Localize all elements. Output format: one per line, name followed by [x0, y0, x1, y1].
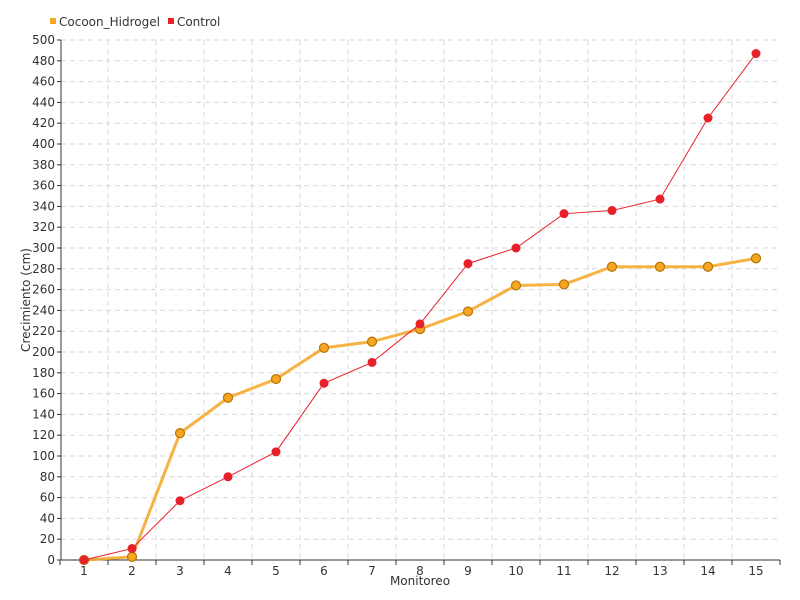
data-point: [127, 544, 137, 554]
y-tick-label: 460: [32, 75, 55, 89]
grid: [61, 39, 780, 560]
data-point: [318, 342, 330, 353]
y-tick-label: 440: [32, 95, 55, 109]
y-tick-label: 140: [32, 407, 55, 421]
y-tick-label: 160: [32, 387, 55, 401]
data-point: [271, 447, 281, 457]
data-point: [366, 336, 378, 347]
x-tick-label: 4: [224, 564, 232, 578]
data-point: [174, 428, 186, 439]
y-tick-label: 20: [40, 532, 55, 546]
data-point: [270, 373, 282, 385]
data-point: [750, 253, 762, 264]
x-tick-label: 13: [652, 564, 667, 578]
series: [78, 49, 762, 566]
y-tick-label: 320: [32, 220, 55, 234]
y-tick-label: 180: [32, 366, 55, 380]
series-line: [83, 53, 757, 561]
x-tick-label: 3: [176, 564, 184, 578]
data-point: [655, 194, 665, 204]
data-point: [606, 261, 618, 272]
y-tick-label: 200: [32, 345, 55, 359]
y-tick-label: 240: [32, 303, 55, 317]
data-point: [654, 261, 666, 272]
y-tick-label: 100: [32, 449, 55, 463]
y-tick-label: 280: [32, 262, 55, 276]
y-tick-label: 380: [32, 158, 55, 172]
x-tick-label: 7: [368, 564, 376, 578]
y-tick-label: 120: [32, 428, 55, 442]
y-tick-label: 400: [32, 137, 55, 151]
data-point: [703, 113, 713, 123]
data-point: [511, 243, 521, 253]
y-tick-label: 260: [32, 283, 55, 297]
data-point: [79, 555, 89, 565]
x-tick-label: 15: [748, 564, 763, 578]
y-tick-label: 420: [32, 116, 55, 130]
axes: 0 20 40 60 80 100 120 140 160 180 200 220 240 260 280 3…: [32, 33, 781, 578]
data-point: [462, 306, 474, 317]
legend-label: Control: [177, 15, 220, 29]
data-point: [463, 259, 473, 269]
legend-swatch: [167, 18, 174, 24]
legend: Cocoon_Hidrogel Control: [50, 15, 220, 29]
y-tick-label: 60: [40, 491, 55, 505]
legend-label: Cocoon_Hidrogel: [59, 15, 160, 29]
y-tick-label: 0: [47, 553, 55, 567]
series-line: [83, 256, 757, 562]
data-point: [222, 392, 234, 403]
x-tick-label: 14: [700, 564, 715, 578]
data-point: [367, 357, 377, 367]
legend-item: Control: [167, 15, 220, 29]
x-tick-label: 8: [416, 564, 424, 578]
data-point: [415, 319, 425, 329]
x-tick-label: 2: [128, 564, 136, 578]
data-point: [751, 49, 761, 59]
data-point: [223, 472, 233, 482]
x-tick-label: 6: [320, 564, 328, 578]
legend-swatch: [50, 18, 56, 24]
x-tick-label: 12: [604, 564, 619, 578]
x-tick-label: 5: [272, 564, 280, 578]
y-tick-label: 300: [32, 241, 55, 255]
y-tick-label: 360: [32, 179, 55, 193]
data-point: [510, 280, 522, 291]
y-axis-title: Crecimiento (cm): [19, 248, 33, 352]
data-point: [559, 209, 569, 219]
y-tick-label: 480: [32, 54, 55, 68]
x-axis-title: Monitoreo: [390, 574, 450, 588]
y-tick-label: 80: [40, 470, 55, 484]
data-point: [607, 206, 617, 216]
y-tick-label: 500: [32, 33, 55, 47]
y-tick-label: 340: [32, 199, 55, 213]
x-tick-label: 10: [508, 564, 523, 578]
series-control: [79, 49, 761, 565]
x-tick-label: 9: [464, 564, 472, 578]
data-point: [175, 496, 185, 506]
x-tick-label: 1: [80, 564, 88, 578]
data-point: [558, 279, 570, 290]
data-point: [126, 551, 138, 562]
y-tick-label: 40: [40, 511, 55, 525]
y-tick-label: 220: [32, 324, 55, 338]
legend-item: Cocoon_Hidrogel: [50, 15, 160, 29]
data-point: [319, 378, 329, 388]
data-point: [702, 261, 714, 272]
x-tick-label: 11: [556, 564, 571, 578]
